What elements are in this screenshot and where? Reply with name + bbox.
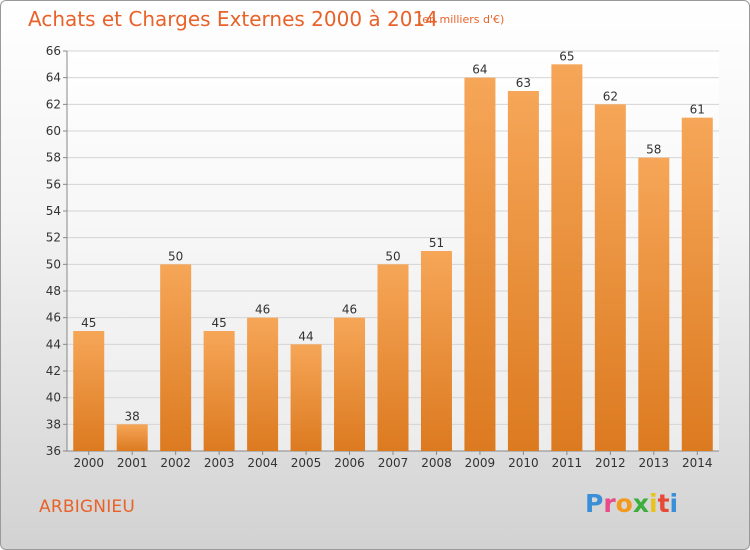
bar [464, 77, 496, 452]
y-tick-label: 40 [46, 391, 61, 405]
bar [116, 424, 148, 451]
y-tick-label: 38 [46, 417, 61, 431]
bar [507, 91, 539, 451]
x-tick-label: 2002 [160, 456, 191, 470]
y-tick-label: 60 [46, 124, 61, 138]
y-tick-label: 52 [46, 231, 61, 245]
logo-letter: x [632, 489, 649, 518]
bar [377, 264, 409, 451]
logo-letter: i [669, 489, 679, 518]
bar [73, 331, 105, 451]
logo-letter: o [615, 489, 633, 518]
bar [594, 104, 626, 451]
data-label: 64 [472, 63, 487, 77]
data-label: 51 [429, 236, 444, 250]
bar [247, 317, 279, 451]
data-label: 65 [559, 49, 574, 63]
y-tick-label: 46 [46, 311, 61, 325]
data-label: 63 [516, 76, 531, 90]
bar [334, 317, 366, 451]
data-label: 46 [255, 303, 270, 317]
x-tick-label: 2009 [465, 456, 496, 470]
logo-letter: i [649, 489, 658, 518]
bar [420, 251, 452, 451]
data-label: 61 [690, 103, 705, 117]
x-tick-label: 2004 [247, 456, 278, 470]
logo-letter: P [585, 489, 604, 518]
y-tick-label: 44 [46, 337, 61, 351]
data-label: 45 [211, 316, 226, 330]
chart-title: Achats et Charges Externes 2000 à 2014 [28, 7, 438, 31]
x-tick-label: 2012 [595, 456, 626, 470]
x-tick-label: 2003 [204, 456, 235, 470]
data-label: 50 [168, 249, 183, 263]
logo-letter: r [603, 489, 616, 518]
bar [290, 344, 322, 451]
x-tick-label: 2001 [117, 456, 148, 470]
bar [203, 331, 235, 451]
data-label: 45 [81, 316, 96, 330]
x-tick-label: 2010 [508, 456, 539, 470]
y-tick-label: 48 [46, 284, 61, 298]
x-tick-label: 2008 [421, 456, 452, 470]
x-tick-label: 2005 [291, 456, 322, 470]
y-tick-label: 58 [46, 151, 61, 165]
y-tick-label: 50 [46, 257, 61, 271]
bar [551, 64, 583, 452]
data-label: 58 [646, 143, 661, 157]
logo-letter: t [657, 489, 670, 518]
data-label: 50 [385, 249, 400, 263]
bar [160, 264, 192, 451]
y-tick-label: 64 [46, 71, 61, 85]
y-tick-label: 66 [46, 44, 61, 58]
x-tick-label: 2013 [639, 456, 670, 470]
chart-subtitle: (en milliers d'€) [418, 13, 505, 26]
y-tick-label: 42 [46, 364, 61, 378]
data-label: 38 [125, 409, 140, 423]
x-tick-label: 2011 [552, 456, 583, 470]
data-label: 62 [603, 89, 618, 103]
x-tick-label: 2014 [682, 456, 713, 470]
y-tick-label: 62 [46, 97, 61, 111]
y-tick-label: 54 [46, 204, 61, 218]
proxiti-logo: Proxiti [585, 489, 678, 518]
x-tick-label: 2007 [378, 456, 409, 470]
y-tick-label: 36 [46, 444, 61, 458]
y-tick-label: 56 [46, 177, 61, 191]
bar [681, 117, 713, 452]
bar [638, 157, 670, 451]
x-tick-label: 2006 [334, 456, 365, 470]
commune-name: ARBIGNIEU [39, 497, 136, 517]
data-label: 46 [342, 303, 357, 317]
data-label: 44 [298, 329, 313, 343]
x-tick-label: 2000 [73, 456, 104, 470]
